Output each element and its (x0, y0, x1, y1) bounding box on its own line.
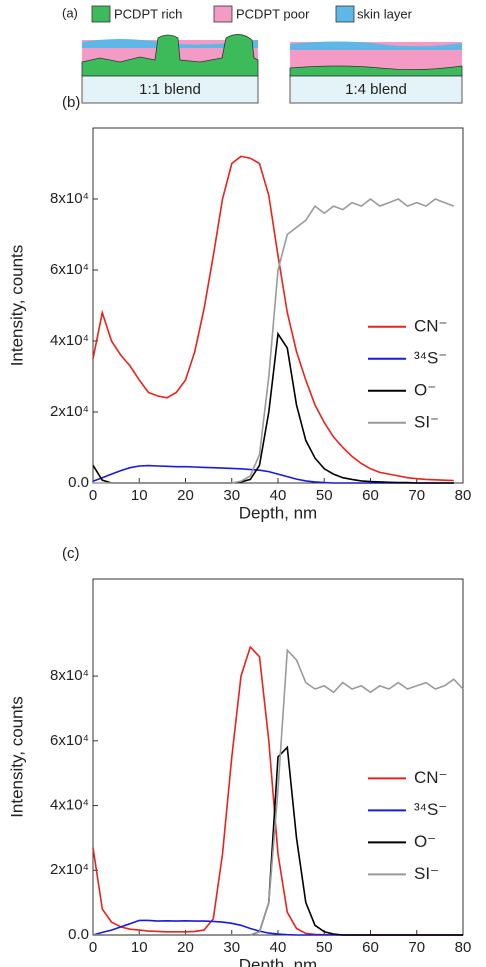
series-line (92, 155, 454, 482)
series-line (92, 331, 454, 484)
legend-text: CN⁻ (414, 316, 448, 335)
x-tick-label: 60 (362, 939, 379, 956)
blend-label: 1:1 blend (139, 81, 201, 98)
y-axis-label: Intensity, counts (7, 696, 26, 818)
legend-text: SI⁻ (414, 412, 439, 431)
x-tick-label: 80 (455, 487, 472, 504)
legend-swatch (213, 5, 233, 23)
x-tick-label: 40 (270, 939, 287, 956)
x-tick-label: 0 (89, 487, 97, 504)
x-tick-label: 40 (270, 487, 287, 504)
y-tick-label: 8x10⁴ (50, 190, 89, 207)
rich-layer (81, 34, 259, 77)
legend-text: skin layer (357, 6, 413, 21)
x-tick-label: 10 (131, 487, 148, 504)
x-tick-label: 30 (223, 939, 240, 956)
legend-text: O⁻ (414, 380, 436, 399)
legend-text: ³⁴S⁻ (414, 348, 447, 367)
legend-text: PCDPT rich (114, 6, 182, 21)
x-tick-label: 70 (408, 939, 425, 956)
panel-label: (b) (62, 94, 80, 111)
x-tick-label: 60 (362, 487, 379, 504)
x-tick-label: 50 (316, 939, 333, 956)
legend-text: O⁻ (414, 832, 436, 851)
series-line (93, 648, 464, 936)
x-tick-label: 30 (223, 487, 240, 504)
legend-text: PCDPT poor (236, 6, 310, 21)
x-tick-label: 20 (177, 939, 194, 956)
skin-layer (290, 41, 462, 50)
x-tick-label: 50 (316, 487, 333, 504)
x-tick-label: 10 (131, 939, 148, 956)
y-tick-label: 4x10⁴ (50, 797, 89, 814)
blend-label: 1:4 blend (345, 81, 407, 98)
y-tick-label: 2x10⁴ (50, 403, 89, 420)
y-tick-label: 8x10⁴ (50, 667, 89, 684)
series-line (92, 464, 454, 484)
y-tick-label: 0.0 (68, 474, 89, 491)
series-line (93, 745, 463, 936)
y-tick-label: 0.0 (68, 926, 89, 943)
series-line (93, 197, 455, 484)
legend-swatch (335, 5, 355, 23)
y-tick-label: 6x10⁴ (50, 732, 89, 749)
legend-swatch (91, 5, 111, 23)
substrate (289, 75, 463, 104)
y-axis-label: Intensity, counts (7, 245, 26, 367)
panel-label: (c) (62, 545, 80, 562)
x-axis-label: Depth, nm (239, 503, 317, 522)
x-tick-label: 70 (408, 487, 425, 504)
substrate (81, 75, 259, 104)
y-tick-label: 6x10⁴ (50, 261, 89, 278)
panel-label: (a) (62, 5, 78, 20)
panel-a: (a) PCDPT rich PCDPT poor skin layer 1:1… (62, 5, 463, 104)
legend-text: CN⁻ (414, 768, 448, 787)
x-tick-label: 0 (89, 939, 97, 956)
rich-layer (289, 65, 463, 77)
legend-text: SI⁻ (414, 864, 439, 883)
plot-frame (92, 127, 464, 484)
y-tick-label: 4x10⁴ (50, 332, 89, 349)
x-tick-label: 80 (455, 939, 472, 956)
x-axis-label: Depth, nm (239, 955, 317, 967)
y-tick-label: 2x10⁴ (50, 861, 89, 878)
legend-text: ³⁴S⁻ (414, 800, 447, 819)
x-tick-label: 20 (177, 487, 194, 504)
